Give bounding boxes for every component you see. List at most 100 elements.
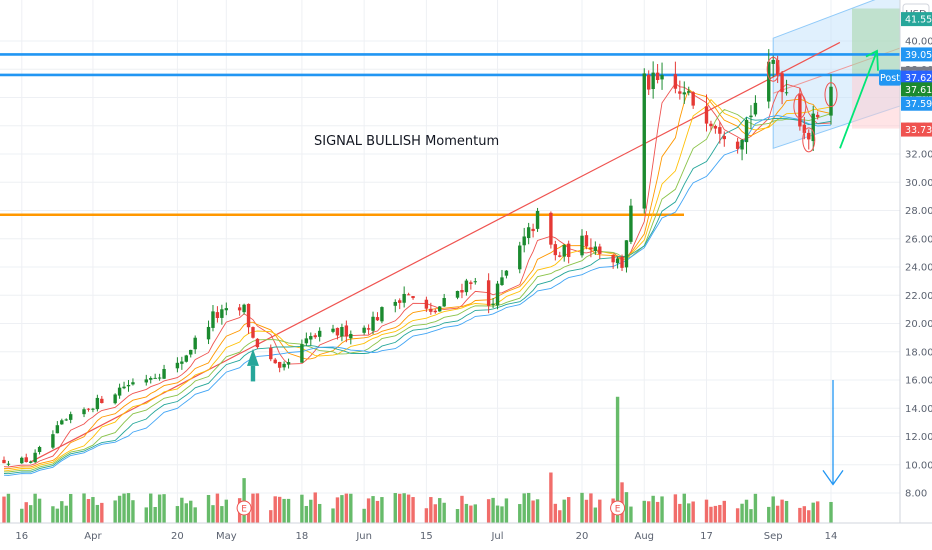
- candle-body: [340, 327, 344, 337]
- candle-body: [331, 328, 335, 332]
- x-tick-label: 17: [700, 531, 713, 542]
- y-tick-label: 28.00: [905, 206, 932, 217]
- volume-bar: [117, 495, 122, 523]
- candle-body: [735, 141, 740, 149]
- signal-arrow-head: [865, 49, 879, 71]
- candle-body: [175, 362, 180, 369]
- y-tick-label: 32.00: [905, 150, 932, 161]
- volume-bar: [802, 506, 807, 523]
- volume-bar: [464, 503, 469, 523]
- volume-bar: [829, 501, 833, 523]
- candle-body: [273, 359, 277, 364]
- candle-body: [682, 92, 686, 95]
- post-badge: [879, 69, 901, 86]
- candle-body: [580, 235, 584, 256]
- candle-body: [6, 463, 11, 465]
- y-tick-label: 22.00: [905, 291, 932, 302]
- x-tick-label: 15: [420, 531, 433, 542]
- price-badge: [901, 122, 932, 137]
- candle-body: [371, 316, 375, 331]
- candle-body: [593, 246, 598, 251]
- candle-body: [344, 325, 349, 337]
- volume-bar: [149, 493, 153, 523]
- volume-bar: [429, 497, 433, 523]
- candle-body: [398, 300, 402, 303]
- volume-bar: [749, 509, 753, 523]
- x-tick-label: Jul: [490, 531, 503, 542]
- volume-bar: [131, 500, 135, 523]
- candle-body: [651, 72, 655, 90]
- candle-body: [807, 132, 811, 140]
- candle-body: [20, 457, 24, 464]
- volume-bar: [335, 497, 340, 523]
- volume-bar: [740, 503, 744, 523]
- candle-body: [642, 73, 646, 209]
- earnings-marker-1: [610, 500, 626, 516]
- candle-body: [558, 255, 562, 257]
- candle-body: [277, 361, 282, 368]
- volume-bar: [2, 496, 6, 523]
- candle-body: [2, 459, 6, 464]
- candle-body: [206, 326, 211, 340]
- time-axis-bg: [0, 523, 932, 550]
- candle-body: [767, 61, 771, 102]
- candle-body: [184, 355, 188, 362]
- volume-bar: [438, 498, 442, 523]
- candle-body: [522, 236, 526, 246]
- candle-body: [535, 210, 540, 229]
- volume-bar: [553, 503, 558, 523]
- volume-bar: [655, 501, 660, 523]
- candle-body: [678, 91, 682, 94]
- volume-bar: [473, 504, 478, 523]
- candle-body: [153, 377, 157, 379]
- price-badge: [901, 70, 932, 85]
- candle-body: [157, 377, 162, 379]
- y-tick-label: 40.00: [905, 37, 932, 48]
- volume-bar: [660, 496, 664, 523]
- volume-bar: [598, 499, 602, 523]
- candle-body: [91, 408, 95, 410]
- volume-bar: [100, 502, 104, 523]
- candle-body: [526, 227, 531, 239]
- price-badge: [901, 96, 932, 111]
- candle-body: [406, 294, 411, 296]
- y-tick-label: 18.00: [905, 347, 932, 358]
- volume-bar: [406, 494, 411, 523]
- y-tick-label: 8.00: [905, 489, 927, 500]
- ma-line-3: [3, 108, 832, 473]
- volume-bar: [398, 493, 402, 523]
- volume-bar: [286, 498, 291, 523]
- candle-body: [286, 362, 291, 365]
- candle-body: [486, 280, 491, 306]
- volume-bar: [277, 496, 282, 523]
- candle-body: [144, 379, 148, 383]
- candle-body: [55, 425, 60, 434]
- candle-body: [647, 75, 651, 90]
- candle-body: [718, 127, 722, 134]
- volume-bar: [51, 506, 55, 523]
- candle-body: [744, 119, 749, 143]
- candle-body: [629, 205, 633, 242]
- candle-body: [713, 125, 718, 129]
- volume-bar: [713, 505, 718, 523]
- candle-body: [193, 337, 197, 350]
- candle-body: [224, 308, 229, 311]
- volume-bar: [722, 500, 726, 523]
- volume-bar: [687, 503, 691, 523]
- candle-body: [33, 452, 37, 463]
- volume-bar: [95, 504, 100, 523]
- volume-bar: [411, 497, 415, 523]
- candle-body: [584, 235, 589, 247]
- volume-bar: [282, 498, 286, 523]
- candle-body: [464, 280, 469, 293]
- volume-bar: [340, 495, 344, 523]
- volume-bar: [331, 508, 335, 523]
- candle-body: [802, 124, 807, 133]
- candle-body: [495, 283, 500, 306]
- candle-body: [335, 327, 340, 336]
- volume-bar: [20, 508, 24, 523]
- volume-bar: [531, 500, 535, 523]
- candle-body: [64, 419, 68, 421]
- volume-bar: [504, 498, 509, 523]
